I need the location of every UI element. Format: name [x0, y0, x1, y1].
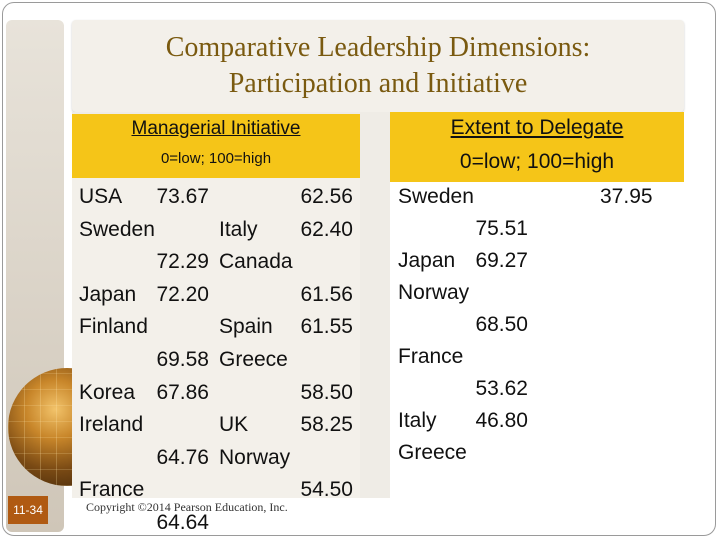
- country-name: Korea: [79, 380, 136, 404]
- country-name: France: [398, 345, 464, 368]
- extent-to-delegate-scale: 0=low; 100=high: [459, 150, 615, 173]
- managerial-initiative-column-2: 62.56 Italy 62.40 Canada 61.56 Spain 61.…: [219, 181, 353, 507]
- country-name: Canada: [219, 250, 293, 274]
- managerial-initiative-heading: Managerial Initiative: [131, 118, 301, 139]
- country-score: 54.50: [300, 478, 353, 502]
- list-item: Sweden 72.29: [79, 214, 209, 279]
- country-score: 61.56: [300, 282, 353, 306]
- list-item: Norway 68.50: [398, 277, 528, 341]
- copyright-text: Copyright ©2014 Pearson Education, Inc.: [86, 500, 288, 514]
- list-item: Korea 67.86: [79, 377, 209, 410]
- country-score: 75.51: [475, 217, 528, 240]
- extent-to-delegate-heading: Extent to Delegate: [450, 116, 624, 139]
- country-score: 64.64: [156, 510, 209, 534]
- list-item: Greece: [398, 437, 528, 469]
- country-score: 64.76: [156, 445, 209, 469]
- country-score: 72.20: [156, 282, 209, 306]
- country-score: 53.62: [475, 377, 528, 400]
- country-score: 69.58: [156, 347, 209, 371]
- country-score: 73.67: [156, 185, 209, 208]
- country-name: Spain: [219, 315, 273, 339]
- list-item: France 53.62: [398, 341, 528, 405]
- country-score: 62.40: [300, 217, 353, 241]
- country-name: Italy: [219, 217, 258, 241]
- list-item: Greece 58.50: [219, 344, 353, 409]
- country-score: 58.25: [300, 413, 353, 437]
- extent-to-delegate-list-bg: [390, 182, 684, 498]
- country-name: UK: [219, 413, 249, 437]
- right-panel-header: [390, 112, 684, 182]
- slide-number-badge: 11-34: [8, 496, 48, 524]
- managerial-initiative-scale: 0=low; 100=high: [160, 150, 272, 167]
- title-box: Comparative Leadership Dimensions: Parti…: [72, 20, 684, 112]
- country-name: USA: [79, 185, 123, 208]
- page-title-line-2: Participation and Initiative: [228, 68, 528, 99]
- country-score: 67.86: [156, 380, 209, 404]
- country-score: 61.55: [300, 315, 353, 339]
- list-item: Japan 69.27: [398, 245, 528, 277]
- list-item: Japan 72.20: [79, 279, 209, 312]
- country-name: Norway: [219, 445, 291, 469]
- extent-to-delegate-first-value: 37.95: [600, 185, 653, 208]
- list-item: Italy 62.40: [219, 214, 353, 247]
- list-item: Spain 61.55: [219, 311, 353, 344]
- country-name: Sweden: [79, 217, 155, 241]
- country-name: Sweden: [398, 185, 474, 208]
- list-item: USA 73.67: [79, 181, 209, 214]
- list-item: Finland 69.58: [79, 311, 209, 376]
- country-score: 46.80: [475, 409, 528, 432]
- country-name: Greece: [219, 347, 288, 371]
- country-name: Greece: [398, 441, 467, 464]
- list-item: UK 58.25: [219, 409, 353, 442]
- country-name: Japan: [398, 249, 456, 272]
- list-item: Norway 54.50: [219, 442, 353, 507]
- managerial-initiative-list-bg: [72, 178, 360, 498]
- country-name: Ireland: [79, 413, 144, 437]
- country-name: France: [79, 478, 145, 502]
- country-score: 62.56: [300, 185, 353, 208]
- country-name: Japan: [79, 282, 137, 306]
- country-score: 69.27: [475, 249, 528, 272]
- list-item: France 64.64: [79, 474, 209, 539]
- list-item: Ireland 64.76: [79, 409, 209, 474]
- list-item: Italy 46.80: [398, 405, 528, 437]
- extent-to-delegate-list: Sweden 75.51 Japan 69.27 Norway 68.50 Fr…: [398, 181, 528, 469]
- country-score: 58.50: [300, 380, 353, 404]
- list-item: Sweden 75.51: [398, 181, 528, 245]
- country-name: Italy: [398, 409, 437, 432]
- list-item: Canada 61.56: [219, 246, 353, 311]
- page-title-line-1: Comparative Leadership Dimensions:: [165, 32, 591, 63]
- country-name: Finland: [79, 315, 148, 339]
- country-name: Norway: [398, 281, 470, 304]
- country-score: 68.50: [475, 313, 528, 336]
- list-item: 62.56: [219, 181, 353, 214]
- managerial-initiative-column-1: USA 73.67 Sweden 72.29 Japan 72.20 Finla…: [79, 181, 209, 540]
- country-score: 72.29: [156, 250, 209, 274]
